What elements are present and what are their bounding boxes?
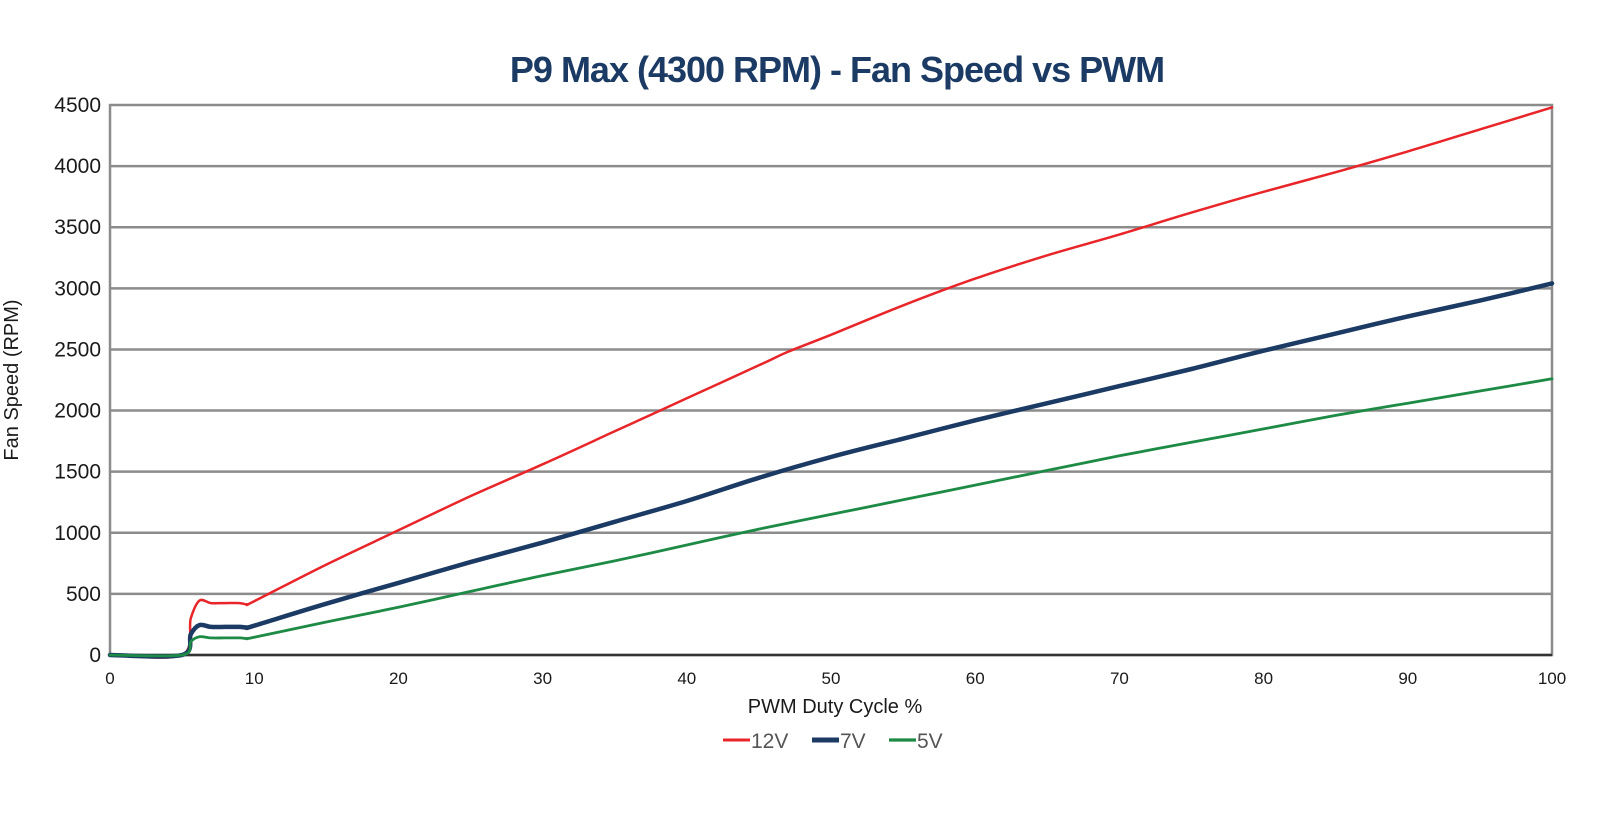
legend-item-7v: 7V [812,730,866,753]
x-tick-label: 0 [105,669,114,688]
y-tick-label: 2500 [54,338,101,361]
y-tick-label: 4500 [54,94,101,117]
gridlines [110,164,1552,596]
series-line-7v [107,281,1555,659]
x-tick-label: 10 [245,669,264,688]
legend-label: 5V [917,730,943,753]
x-tick-label: 60 [966,669,985,688]
series-lines [107,106,1555,659]
y-axis-label: Fan Speed (RPM) [1,299,23,460]
x-tick-label: 80 [1254,669,1273,688]
legend-label: 12V [751,730,788,753]
legend-item-12v: 12V [723,730,788,753]
y-tick-label: 1000 [54,522,101,545]
y-tick-label: 3000 [54,277,101,300]
x-tick-label: 50 [822,669,841,688]
x-axis-ticks: 0 10 20 30 40 50 60 70 80 90 100 [105,669,1566,688]
x-tick-label: 30 [533,669,552,688]
plot-area-frame [108,103,1554,657]
x-axis-label: PWM Duty Cycle % [748,696,923,718]
chart-title: P9 Max (4300 RPM) - Fan Speed vs PWM [510,49,1164,90]
y-tick-label: 3500 [54,216,101,239]
x-tick-label: 70 [1110,669,1129,688]
y-axis-ticks: 0 500 1000 1500 2000 2500 3000 3500 4000 4500 [54,94,101,667]
legend-label: 7V [840,730,866,753]
legend-item-5v: 5V [889,730,943,753]
x-tick-label: 40 [677,669,696,688]
y-tick-label: 2000 [54,400,101,423]
x-tick-label: 90 [1398,669,1417,688]
series-line-12v [108,106,1554,659]
y-tick-label: 1500 [54,461,101,484]
y-tick-label: 500 [66,583,101,606]
series-line-5v [108,377,1554,658]
legend: 12V 7V 5V [723,730,943,753]
y-tick-label: 4000 [54,155,101,178]
y-tick-label: 0 [89,644,101,667]
x-tick-label: 100 [1538,669,1566,688]
x-tick-label: 20 [389,669,408,688]
